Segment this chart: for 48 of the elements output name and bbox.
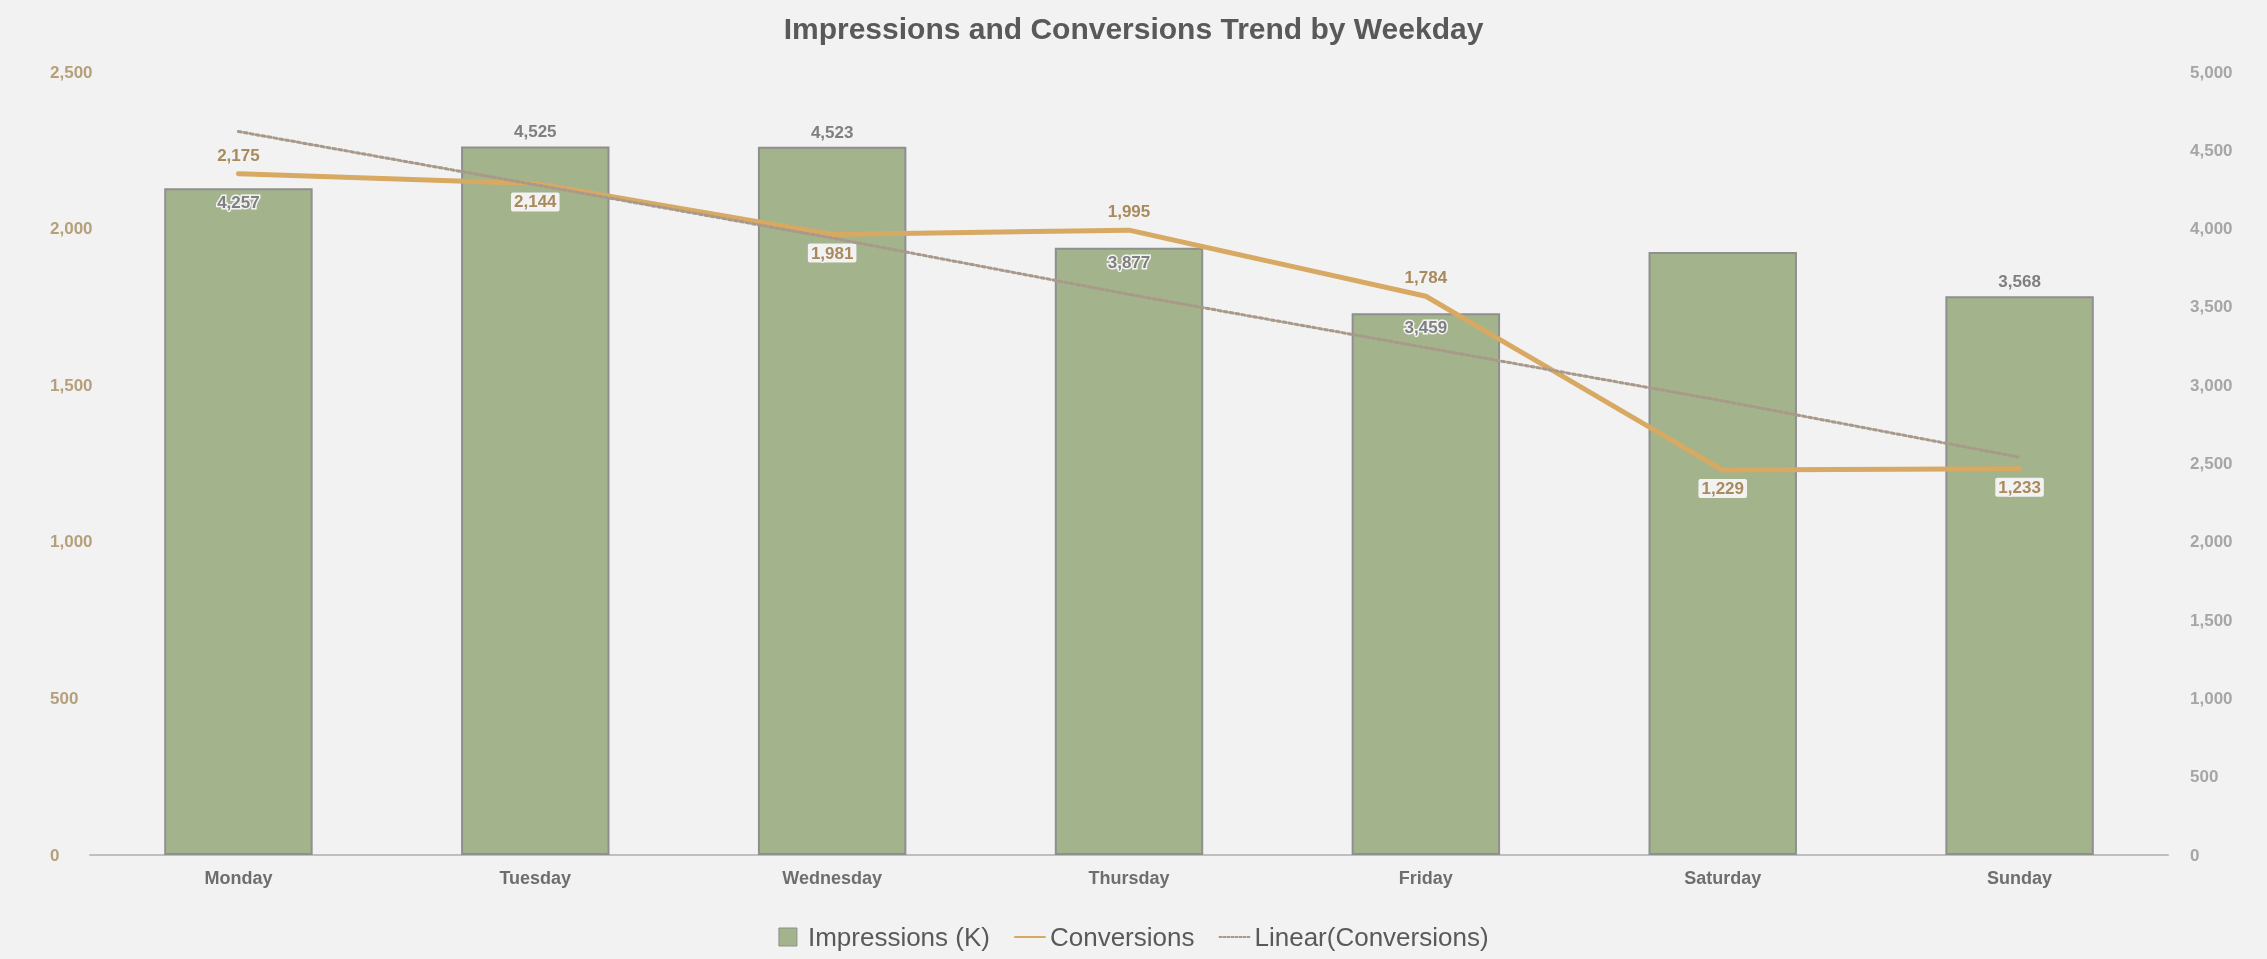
chart-title: Impressions and Conversions Trend by Weekday [783, 11, 1484, 45]
x-tick-label: Saturday [1684, 868, 1762, 888]
x-tick-label: Thursday [1088, 868, 1170, 888]
y2-tick-label: 4,000 [2190, 219, 2233, 239]
y-tick-label: 2,500 [50, 62, 93, 82]
legend-label: Linear(Conversions) [1254, 922, 1489, 952]
bar [1054, 247, 1204, 855]
legend-label: Impressions (K) [807, 922, 990, 952]
x-tick-label: Sunday [1987, 868, 2053, 888]
y2-tick-label: 1,500 [2190, 610, 2233, 630]
y2-tick-label: 1,000 [2190, 688, 2233, 708]
data-label: 1,229 [1701, 479, 1744, 499]
y2-tick-label: 3,500 [2190, 297, 2233, 317]
data-label: 1,981 [810, 243, 854, 263]
data-label: 2,175 [217, 145, 260, 165]
data-label: 1,784 [1404, 268, 1448, 288]
bar [1351, 313, 1501, 855]
x-tick-label: Monday [204, 868, 273, 888]
data-label: 4,525 [514, 122, 557, 142]
bar [1945, 296, 2094, 855]
data-label: 3,568 [1998, 272, 2041, 292]
x-tick-label: Tuesday [499, 868, 572, 888]
data-label: 2,144 [514, 192, 558, 212]
y-tick-label: 1,000 [50, 532, 93, 552]
x-tick-label: Friday [1398, 868, 1453, 888]
data-label: 3,877 [1107, 252, 1151, 272]
legend-label: Conversions [1049, 922, 1195, 952]
y-tick-label: 0 [50, 845, 60, 865]
y2-tick-label: 2,000 [2190, 532, 2233, 552]
y2-tick-label: 4,500 [2190, 140, 2233, 160]
data-label: 4,257 [217, 193, 260, 213]
x-tick-label: Wednesday [782, 868, 882, 888]
y-tick-label: 1,500 [50, 375, 93, 395]
bar [461, 146, 610, 855]
bar [164, 188, 313, 855]
y2-tick-label: 2,500 [2190, 454, 2233, 473]
data-label: 4,523 [810, 122, 854, 142]
y2-tick-label: 3,000 [2190, 375, 2233, 395]
y2-tick-label: 500 [2190, 767, 2219, 787]
y-tick-label: 2,000 [50, 219, 93, 239]
y-tick-label: 500 [50, 688, 79, 708]
data-label: 1,233 [1998, 477, 2041, 497]
bar [757, 146, 907, 855]
data-label: 3,459 [1404, 318, 1448, 338]
y2-tick-label: 0 [2190, 845, 2200, 865]
data-label: 1,995 [1107, 202, 1151, 222]
bar [1648, 252, 1797, 855]
y2-tick-label: 5,000 [2190, 62, 2233, 82]
